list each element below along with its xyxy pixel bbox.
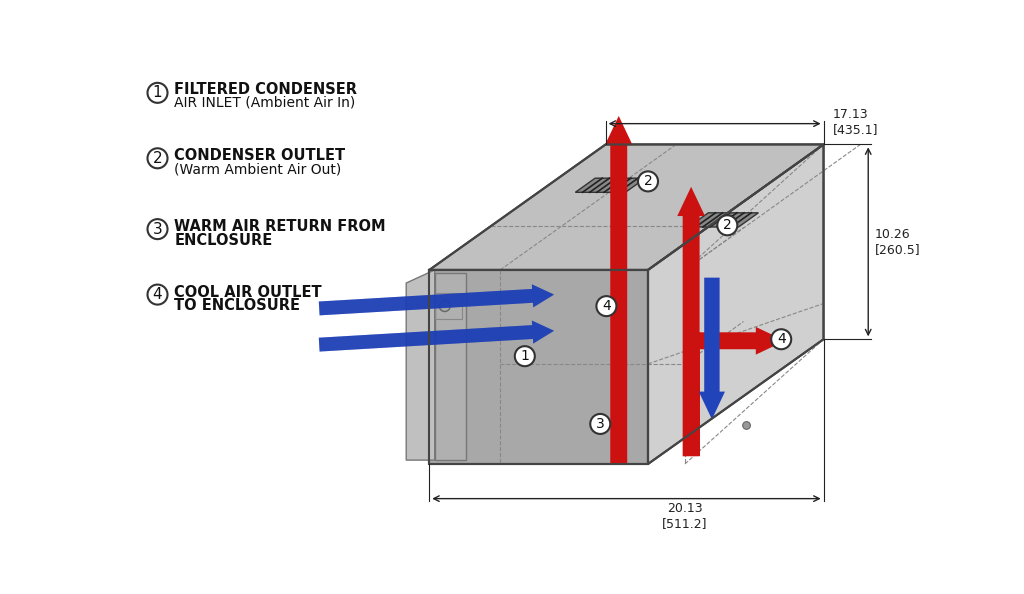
Circle shape	[147, 83, 168, 103]
Text: 3: 3	[596, 417, 604, 431]
Circle shape	[439, 301, 451, 311]
Text: AIR INLET (Ambient Air In): AIR INLET (Ambient Air In)	[174, 96, 355, 110]
Text: ENCLOSURE: ENCLOSURE	[174, 233, 272, 248]
Circle shape	[771, 329, 792, 349]
Polygon shape	[688, 213, 759, 227]
Polygon shape	[429, 270, 648, 464]
Text: CONDENSER OUTLET: CONDENSER OUTLET	[174, 148, 345, 163]
Circle shape	[742, 422, 751, 429]
Text: 2: 2	[723, 218, 732, 232]
Text: 4: 4	[777, 332, 785, 346]
Text: 1: 1	[520, 349, 529, 363]
Polygon shape	[683, 332, 699, 349]
Text: 10.26
[260.5]: 10.26 [260.5]	[874, 228, 920, 256]
Circle shape	[717, 215, 737, 235]
Polygon shape	[648, 144, 823, 464]
Text: 20.13
[511.2]: 20.13 [511.2]	[663, 503, 708, 530]
Polygon shape	[698, 277, 725, 419]
Polygon shape	[575, 178, 645, 192]
Text: 4: 4	[602, 299, 610, 313]
Circle shape	[590, 414, 610, 434]
Polygon shape	[318, 285, 554, 315]
Text: 3: 3	[153, 222, 163, 236]
Polygon shape	[318, 285, 554, 315]
Text: 4: 4	[153, 287, 163, 302]
Polygon shape	[683, 341, 699, 456]
Text: 2: 2	[153, 151, 163, 166]
Polygon shape	[429, 144, 823, 270]
Polygon shape	[407, 270, 435, 460]
Polygon shape	[605, 116, 633, 464]
Polygon shape	[318, 321, 554, 352]
Polygon shape	[435, 273, 466, 460]
Circle shape	[147, 148, 168, 168]
Text: 2: 2	[644, 175, 652, 188]
Circle shape	[515, 346, 535, 366]
Text: (Warm Ambient Air Out): (Warm Ambient Air Out)	[174, 162, 342, 176]
Text: TO ENCLOSURE: TO ENCLOSURE	[174, 298, 300, 314]
Text: 1: 1	[153, 86, 163, 100]
Text: WARM AIR RETURN FROM: WARM AIR RETURN FROM	[174, 219, 386, 234]
Circle shape	[147, 219, 168, 239]
Polygon shape	[318, 321, 554, 352]
Circle shape	[596, 296, 616, 316]
Polygon shape	[691, 327, 785, 355]
Text: COOL AIR OUTLET: COOL AIR OUTLET	[174, 285, 323, 299]
Polygon shape	[677, 187, 705, 456]
Circle shape	[147, 285, 168, 305]
Text: 17.13
[435.1]: 17.13 [435.1]	[833, 108, 879, 136]
Circle shape	[638, 172, 658, 191]
Text: FILTERED CONDENSER: FILTERED CONDENSER	[174, 82, 357, 97]
